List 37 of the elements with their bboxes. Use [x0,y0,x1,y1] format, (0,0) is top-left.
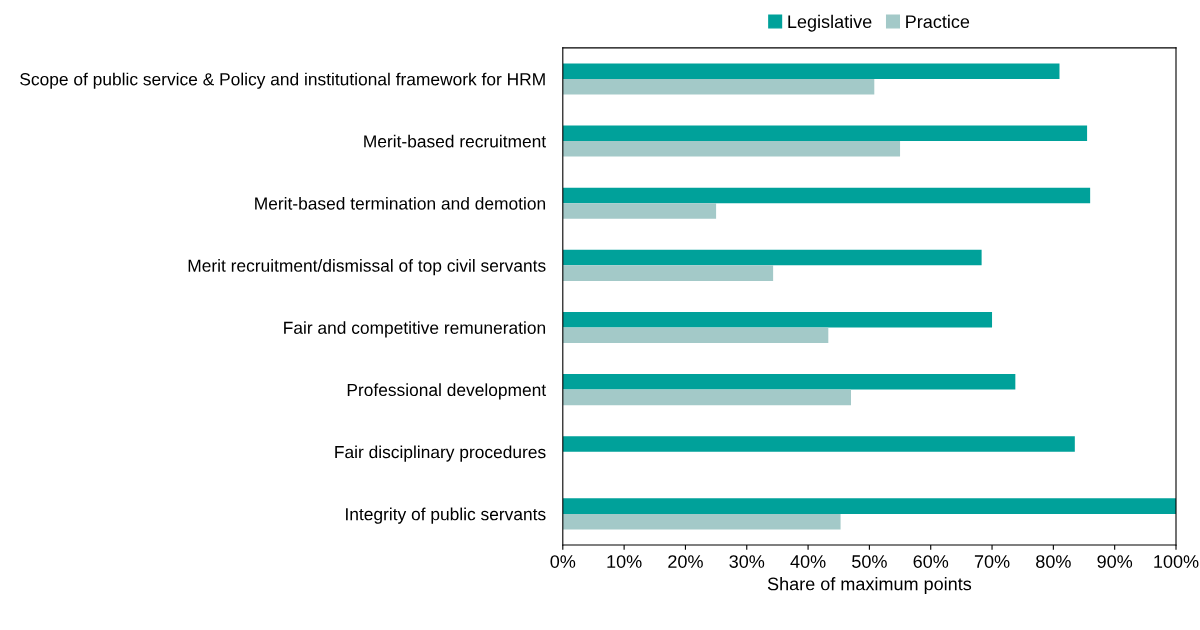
bar [562,63,1060,79]
x-tick-label: 90% [1097,555,1133,568]
legend-label: Legislative [788,14,872,32]
x-tick-label: 40% [790,555,826,568]
x-tick-label: 0% [550,555,576,568]
y-tick-label: Integrity of public servants [346,507,546,524]
y-tick-label: Professional development [347,383,547,400]
x-axis-title: Share of maximum points [767,577,972,594]
y-tick-label: Merit-based termination and demotion [255,196,546,210]
bar [562,436,1075,452]
bar [562,327,829,344]
bar [562,187,1091,204]
x-tick-label: 50% [852,555,887,568]
bar [562,389,851,406]
x-tick-label: 10% [607,555,642,568]
y-tick-label: Merit recruitment/dismissal of top civil servants [188,259,546,276]
x-tick-label: 20% [668,555,703,568]
bar [562,311,993,328]
y-tick-label: Scope of public service & Policy and institutional framework for HRM [20,72,545,89]
bar [562,374,1016,390]
y-tick-label: Fair and competitive remuneration [284,321,546,338]
bar [562,78,875,95]
bar [562,125,1088,142]
legend-label: Practice [906,14,970,29]
x-tick-label: 80% [1036,555,1071,568]
x-tick-label: 60% [913,555,949,568]
bar [562,265,774,281]
x-tick-label: 70% [974,555,1010,568]
bar [562,249,982,266]
y-tick-label: Merit-based recruitment [364,134,547,148]
x-tick-label: 30% [729,555,765,568]
y-tick-label: Fair disciplinary procedures [335,445,546,462]
bar [562,498,1176,514]
bar [562,513,841,530]
bar [562,203,717,219]
bar [562,141,901,157]
x-tick-label: 100% [1154,555,1199,568]
